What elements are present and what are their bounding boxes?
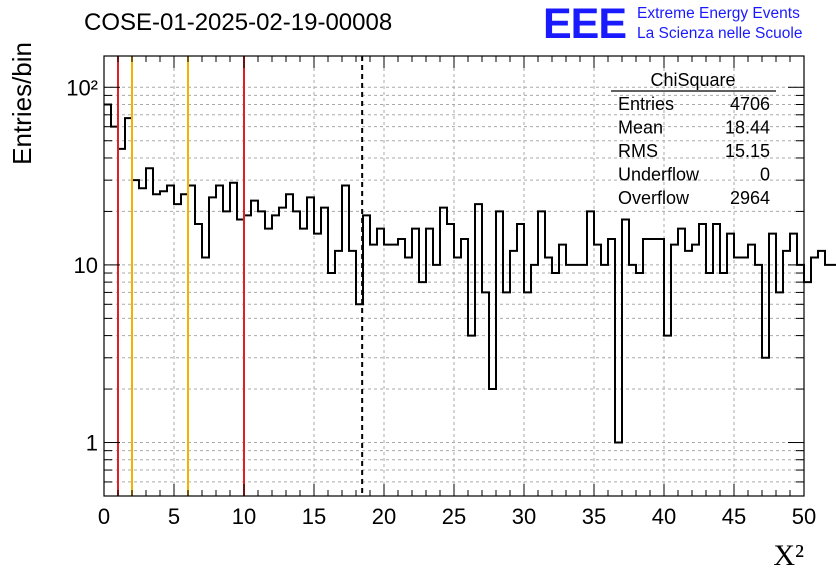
x-tick-label: 25 bbox=[442, 504, 466, 529]
eee-logo: EEE bbox=[543, 0, 627, 48]
x-tick-label: 45 bbox=[722, 504, 746, 529]
histogram-line bbox=[104, 103, 836, 444]
x-tick-label: 0 bbox=[98, 504, 110, 529]
stats-row-label: RMS bbox=[618, 141, 658, 161]
x-tick-label: 20 bbox=[372, 504, 396, 529]
logo-subtitle-line2: La Scienza nelle Scuole bbox=[637, 25, 803, 42]
x-tick-label: 5 bbox=[168, 504, 180, 529]
x-tick-label: 15 bbox=[302, 504, 326, 529]
stats-row-value: 2964 bbox=[730, 188, 770, 208]
stats-row-label: Entries bbox=[618, 94, 674, 114]
stats-row-value: 0 bbox=[760, 165, 770, 185]
y-tick-label: 10 bbox=[74, 253, 98, 278]
stats-row-label: Mean bbox=[618, 118, 663, 138]
logo-subtitle-line1: Extreme Energy Events bbox=[637, 5, 800, 22]
stats-row-value: 15.15 bbox=[725, 141, 770, 161]
stats-row-label: Underflow bbox=[618, 165, 700, 185]
histogram-series bbox=[104, 103, 836, 444]
stats-box: ChiSquare Entries 4706 Mean 18.44 RMS 15.15 Und… bbox=[611, 70, 776, 208]
x-tick-label: 10 bbox=[232, 504, 256, 529]
stats-row-value: 4706 bbox=[730, 94, 770, 114]
y-tick-label: 10² bbox=[66, 75, 98, 100]
x-axis-label: X² bbox=[773, 539, 804, 572]
x-tick-label: 35 bbox=[582, 504, 606, 529]
y-axis-label: Entries/bin bbox=[7, 42, 37, 165]
x-tick-label: 50 bbox=[792, 504, 816, 529]
stats-row-value: 18.44 bbox=[725, 118, 770, 138]
axes: 0 5 10 15 20 25 30 35 40 45 50 1 10 10² bbox=[66, 55, 816, 529]
chart-title: COSE-01-2025-02-19-00008 bbox=[84, 9, 393, 36]
stats-row-label: Overflow bbox=[618, 188, 690, 208]
reference-lines bbox=[117, 56, 364, 496]
x-tick-label: 40 bbox=[652, 504, 676, 529]
y-tick-label: 1 bbox=[86, 431, 98, 456]
stats-title: ChiSquare bbox=[650, 70, 735, 90]
x-tick-label: 30 bbox=[512, 504, 536, 529]
